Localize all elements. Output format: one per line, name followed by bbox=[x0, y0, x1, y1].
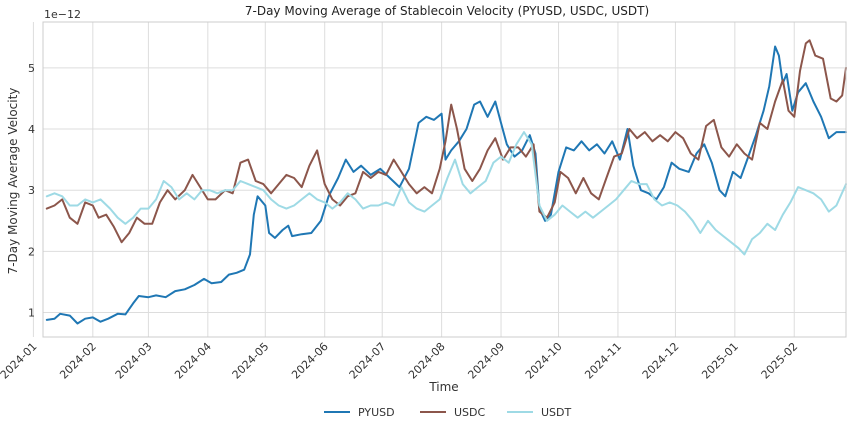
grid bbox=[32, 22, 846, 337]
series-line-usdc bbox=[45, 39, 847, 244]
x-tick-label: 2024-07 bbox=[347, 340, 389, 382]
x-ticks: 2024-01 2024-02 2024-03 2024-04 2024-05 2024-… bbox=[0, 340, 800, 382]
x-tick-label: 2024-11 bbox=[582, 340, 624, 382]
x-tick-label: 2024-03 bbox=[113, 340, 155, 382]
plot-frame bbox=[42, 21, 847, 338]
y-tick-label: 3 bbox=[28, 184, 35, 197]
x-tick-label: 2024-09 bbox=[465, 340, 507, 382]
series-line-pyusd bbox=[45, 45, 847, 325]
x-tick-label: 2024-04 bbox=[172, 340, 214, 382]
y-axis-title: 7-Day Moving Average Velocity bbox=[6, 88, 20, 275]
legend-label-pyusd: PYUSD bbox=[358, 406, 395, 419]
x-tick-label: 2024-02 bbox=[57, 340, 99, 382]
series-lines bbox=[45, 39, 847, 325]
x-tick-label: 2025-01 bbox=[699, 340, 741, 382]
x-tick-label: 2025-02 bbox=[759, 340, 801, 382]
y-offset-label: 1e−12 bbox=[44, 8, 81, 21]
legend-label-usdc: USDC bbox=[454, 406, 486, 419]
y-tick-label: 1 bbox=[28, 307, 35, 320]
series-line-usdt bbox=[45, 131, 847, 256]
chart-title: 7-Day Moving Average of Stablecoin Veloc… bbox=[245, 4, 649, 18]
legend-label-usdt: USDT bbox=[541, 406, 572, 419]
y-tick-label: 5 bbox=[28, 62, 35, 75]
x-tick-label: 2024-01 bbox=[0, 340, 40, 382]
x-tick-label: 2024-08 bbox=[406, 340, 448, 382]
x-axis-title: Time bbox=[428, 380, 458, 394]
legend: PYUSD USDC USDT bbox=[324, 406, 572, 419]
y-tick-label: 4 bbox=[28, 123, 35, 136]
x-tick-label: 2024-12 bbox=[640, 340, 682, 382]
x-tick-label: 2024-05 bbox=[230, 340, 272, 382]
x-tick-label: 2024-10 bbox=[523, 340, 565, 382]
y-ticks: 1 2 3 4 5 bbox=[28, 62, 35, 320]
y-tick-label: 2 bbox=[28, 245, 35, 258]
x-tick-label: 2024-06 bbox=[289, 340, 331, 382]
